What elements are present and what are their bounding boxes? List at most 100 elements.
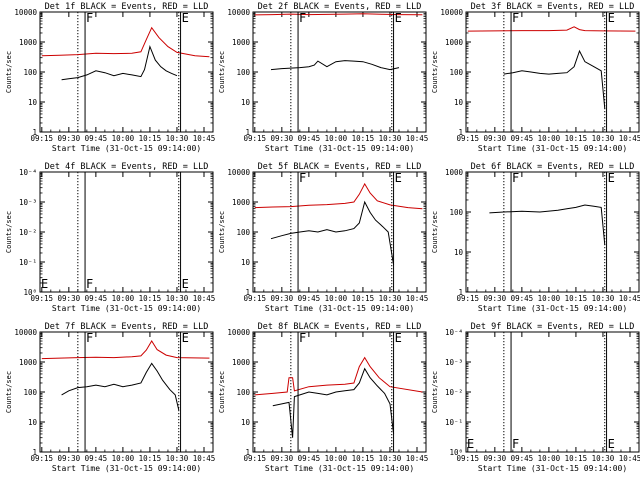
y-tick-label: 1 [32,448,37,457]
x-tick-label: 10:00 [325,294,348,303]
y-axis-label: Counts/sec [5,51,13,93]
x-tick-label: 09:15 [244,294,267,303]
y-tick-label: 1000 [445,168,464,177]
marker-label-f: F [86,277,93,291]
lld-series-line [41,340,210,360]
x-axis-label: Start Time (31-Oct-15 09:14:00) [478,304,627,313]
plot-frame [39,11,214,133]
x-tick-label: 10:00 [112,134,135,143]
y-tick-label: 10⁰ [23,288,37,297]
x-tick-label: 10:30 [379,294,402,303]
marker-label-f: F [512,437,519,451]
x-axis-label: Start Time (31-Oct-15 09:14:00) [265,144,414,153]
x-tick-label: 10:00 [325,134,348,143]
y-axis-label: Counts/sec [431,371,439,413]
y-tick-label: 1000 [445,38,464,47]
x-tick-label: 09:45 [511,294,534,303]
x-tick-label: 09:45 [298,134,321,143]
panel-6: Det 6f BLACK = Events, RED = LLD Counts/s… [431,162,640,313]
x-tick-label: 10:45 [619,134,640,143]
marker-label-f: F [512,171,519,185]
marker-label-f: F [86,331,93,345]
y-tick-label: 100 [236,228,250,237]
events-series-line [61,362,180,411]
x-tick-label: 10:00 [112,454,135,463]
marker-label-e: E [467,437,474,451]
x-tick-label: 10:30 [166,134,189,143]
x-tick-label: 09:15 [457,294,480,303]
panel-2: Det 2f BLACK = Events, RED = LLD Counts/s… [218,2,428,153]
x-tick-label: 09:45 [298,454,321,463]
marker-label-e: E [395,11,402,25]
y-tick-label: 10 [241,258,251,267]
x-tick-label: 10:45 [619,454,640,463]
x-tick-label: 09:30 [58,294,81,303]
x-tick-label: 09:15 [31,294,54,303]
x-tick-label: 09:30 [271,134,294,143]
x-tick-label: 10:15 [139,134,162,143]
y-tick-label: 10 [454,98,464,107]
x-tick-label: 09:45 [85,294,108,303]
y-tick-label: 10⁻³ [445,358,463,367]
plot-frame [252,171,427,293]
marker-label-e: E [608,171,615,185]
panel-4: Det 4f BLACK = Events, RED = LLD Counts/s… [5,162,215,313]
y-tick-label: 10⁻⁴ [19,168,37,177]
plot-frame [465,171,640,293]
x-axis-label: Start Time (31-Oct-15 09:14:00) [478,144,627,153]
x-axis-label: Start Time (31-Oct-15 09:14:00) [52,144,201,153]
y-tick-label: 1 [458,288,463,297]
x-tick-label: 10:45 [406,294,429,303]
marker-label-f: F [299,11,306,25]
x-tick-label: 10:15 [565,294,588,303]
x-tick-label: 09:45 [85,134,108,143]
y-tick-label: 10000 [14,8,37,17]
plot-frame [252,11,427,133]
panel-title: Det 5f BLACK = Events, RED = LLD [258,162,422,172]
x-tick-label: 10:45 [193,294,216,303]
panel-title: Det 2f BLACK = Events, RED = LLD [258,2,422,12]
y-tick-label: 10⁻² [19,228,37,237]
events-series-line [489,204,606,246]
y-tick-label: 100 [23,388,37,397]
panel-title: Det 7f BLACK = Events, RED = LLD [45,322,209,332]
x-tick-label: 10:15 [139,454,162,463]
events-series-line [270,200,395,265]
y-axis-label: Counts/sec [218,371,226,413]
x-tick-label: 10:15 [352,294,375,303]
x-tick-label: 09:45 [298,294,321,303]
y-tick-label: 10 [454,248,464,257]
events-series-line [503,49,606,109]
y-axis-label: Counts/sec [5,371,13,413]
x-axis-label: Start Time (31-Oct-15 09:14:00) [265,304,414,313]
events-series-line [272,367,395,438]
panel-1: Det 1f BLACK = Events, RED = LLD Counts/s… [5,2,215,153]
x-tick-label: 09:30 [58,134,81,143]
x-tick-label: 10:30 [379,454,402,463]
x-tick-label: 10:30 [379,134,402,143]
lld-series-line [41,26,210,58]
x-tick-label: 09:30 [58,454,81,463]
panel-title: Det 3f BLACK = Events, RED = LLD [471,2,635,12]
y-tick-label: 100 [236,388,250,397]
events-series-line [61,44,178,81]
panel-5: Det 5f BLACK = Events, RED = LLD Counts/s… [218,162,428,313]
y-tick-label: 10⁻² [445,388,463,397]
y-tick-label: 10000 [227,168,250,177]
panel-title: Det 8f BLACK = Events, RED = LLD [258,322,422,332]
x-tick-label: 09:15 [31,134,54,143]
x-tick-label: 10:45 [406,134,429,143]
x-axis-label: Start Time (31-Oct-15 09:14:00) [52,464,201,473]
y-tick-label: 1000 [19,38,38,47]
y-axis-label: Counts/sec [5,211,13,253]
marker-label-e: E [182,331,189,345]
marker-label-e: E [395,171,402,185]
marker-label-e: E [395,331,402,345]
x-tick-label: 10:15 [139,294,162,303]
x-tick-label: 10:15 [352,454,375,463]
panel-8: Det 8f BLACK = Events, RED = LLD Counts/s… [218,322,428,473]
marker-label-e: E [182,277,189,291]
y-tick-label: 10 [241,418,251,427]
y-tick-label: 10 [28,418,38,427]
y-tick-label: 10 [28,98,38,107]
